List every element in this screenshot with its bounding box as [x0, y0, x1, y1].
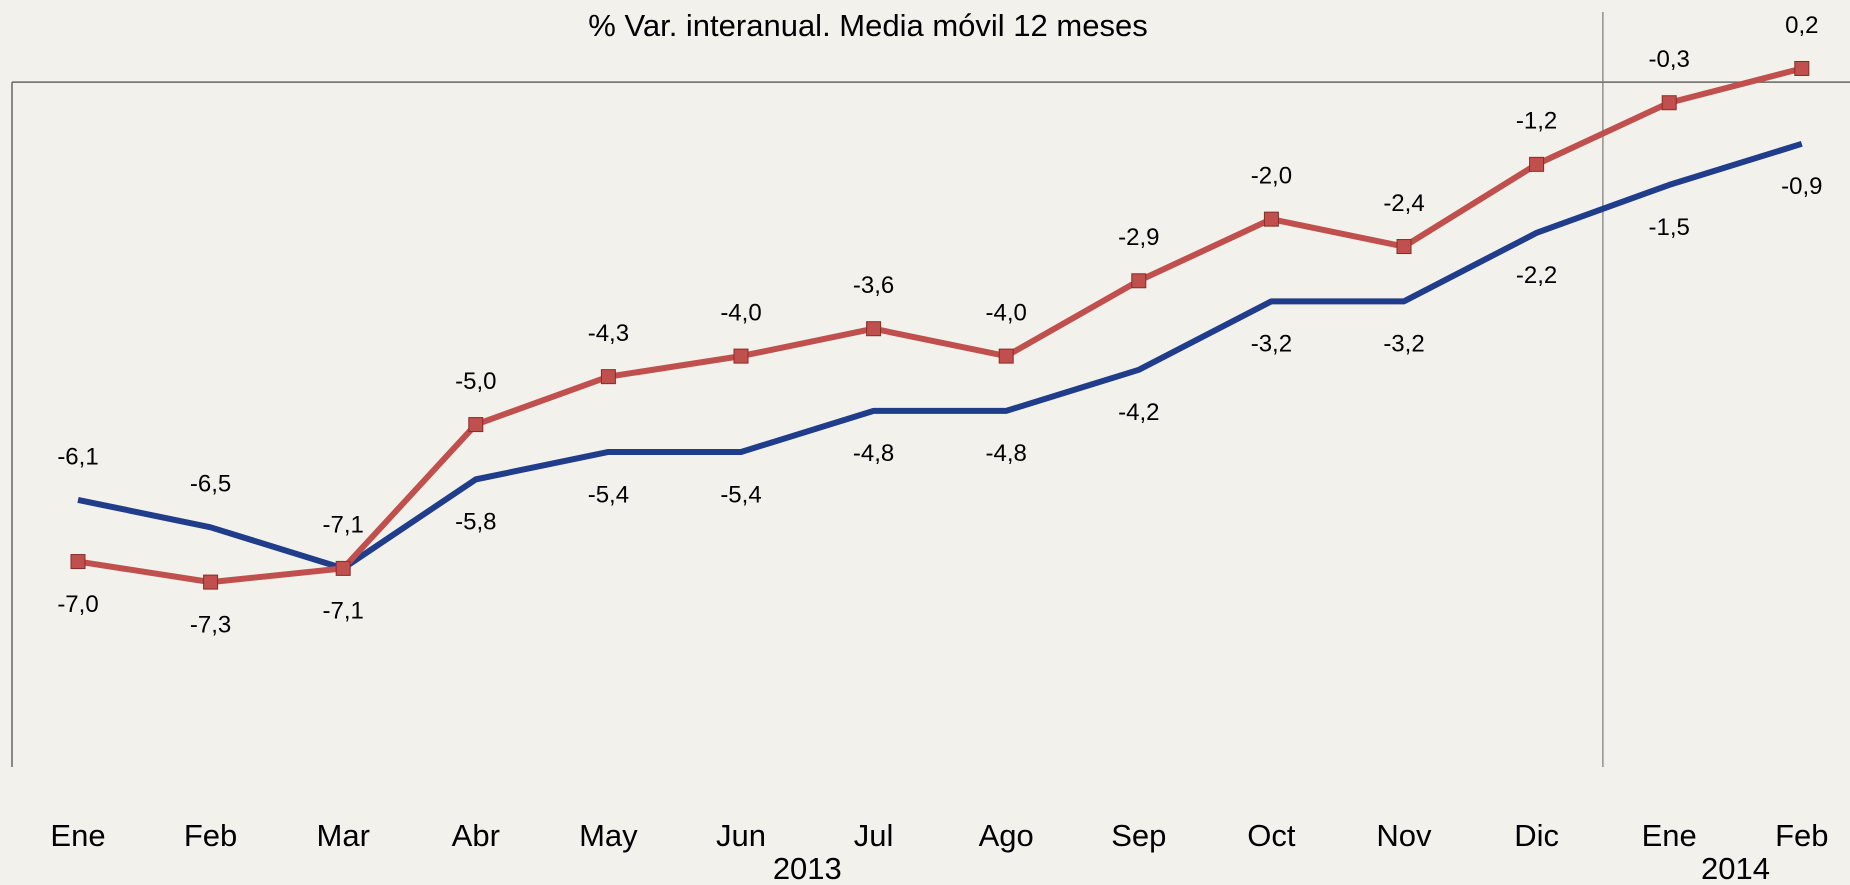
marker [1263, 211, 1279, 227]
data-label: -7,1 [323, 598, 364, 625]
data-label: -2,0 [1251, 162, 1292, 189]
marker [70, 554, 86, 570]
x-tick-label: Ene [1642, 818, 1697, 853]
data-label: -4,2 [1118, 399, 1159, 426]
marker [1661, 95, 1677, 111]
data-label: -5,0 [455, 368, 496, 395]
marker [998, 348, 1014, 364]
x-tick-label: Feb [184, 818, 237, 853]
data-label: -2,2 [1516, 262, 1557, 289]
data-label: -1,5 [1649, 214, 1690, 241]
data-label: -5,4 [720, 481, 761, 508]
data-label: -1,2 [1516, 108, 1557, 135]
x-tick-label: Oct [1247, 818, 1296, 853]
data-label: -7,1 [323, 512, 364, 539]
series-line [77, 140, 1803, 572]
data-label: -4,3 [588, 320, 629, 347]
x-tick-label: Dic [1514, 818, 1559, 853]
data-label: -4,8 [986, 440, 1027, 467]
data-label: -3,2 [1251, 331, 1292, 358]
data-label: -3,6 [853, 272, 894, 299]
x-tick-label: May [579, 818, 638, 853]
x-tick-label: Jul [854, 818, 894, 853]
data-label: -6,5 [190, 471, 231, 498]
x-tick-label: Jun [716, 818, 766, 853]
marker [733, 348, 749, 364]
data-label: -0,9 [1781, 173, 1822, 200]
marker [1529, 156, 1545, 172]
chart-title: % Var. interanual. Media móvil 12 meses [588, 8, 1147, 43]
data-label: 0,2 [1785, 12, 1818, 39]
group-label: 2014 [1701, 851, 1770, 885]
marker [203, 574, 219, 590]
data-label: -6,1 [57, 443, 98, 470]
data-label: -3,2 [1383, 331, 1424, 358]
data-label: -5,8 [455, 509, 496, 536]
data-label: -4,0 [986, 299, 1027, 326]
data-label: -4,0 [720, 299, 761, 326]
x-tick-label: Ene [50, 818, 105, 853]
marker [1396, 239, 1412, 255]
data-label: -2,4 [1383, 190, 1424, 217]
group-label: 2013 [773, 851, 842, 885]
x-tick-label: Sep [1111, 818, 1166, 853]
x-tick-label: Feb [1775, 818, 1828, 853]
marker [1794, 60, 1810, 76]
x-tick-label: Ago [979, 818, 1034, 853]
x-tick-label: Abr [452, 818, 500, 853]
x-tick-label: Mar [317, 818, 370, 853]
data-label: -2,9 [1118, 224, 1159, 251]
series-line [77, 65, 1803, 586]
data-label: -5,4 [588, 481, 629, 508]
marker [468, 417, 484, 433]
marker [1131, 273, 1147, 289]
x-tick-label: Nov [1376, 818, 1432, 853]
data-label: -4,8 [853, 440, 894, 467]
marker [600, 369, 616, 385]
data-label: -0,3 [1649, 46, 1690, 73]
marker [866, 321, 882, 337]
data-label: -7,3 [190, 611, 231, 638]
data-label: -7,0 [57, 591, 98, 618]
marker [335, 560, 351, 576]
